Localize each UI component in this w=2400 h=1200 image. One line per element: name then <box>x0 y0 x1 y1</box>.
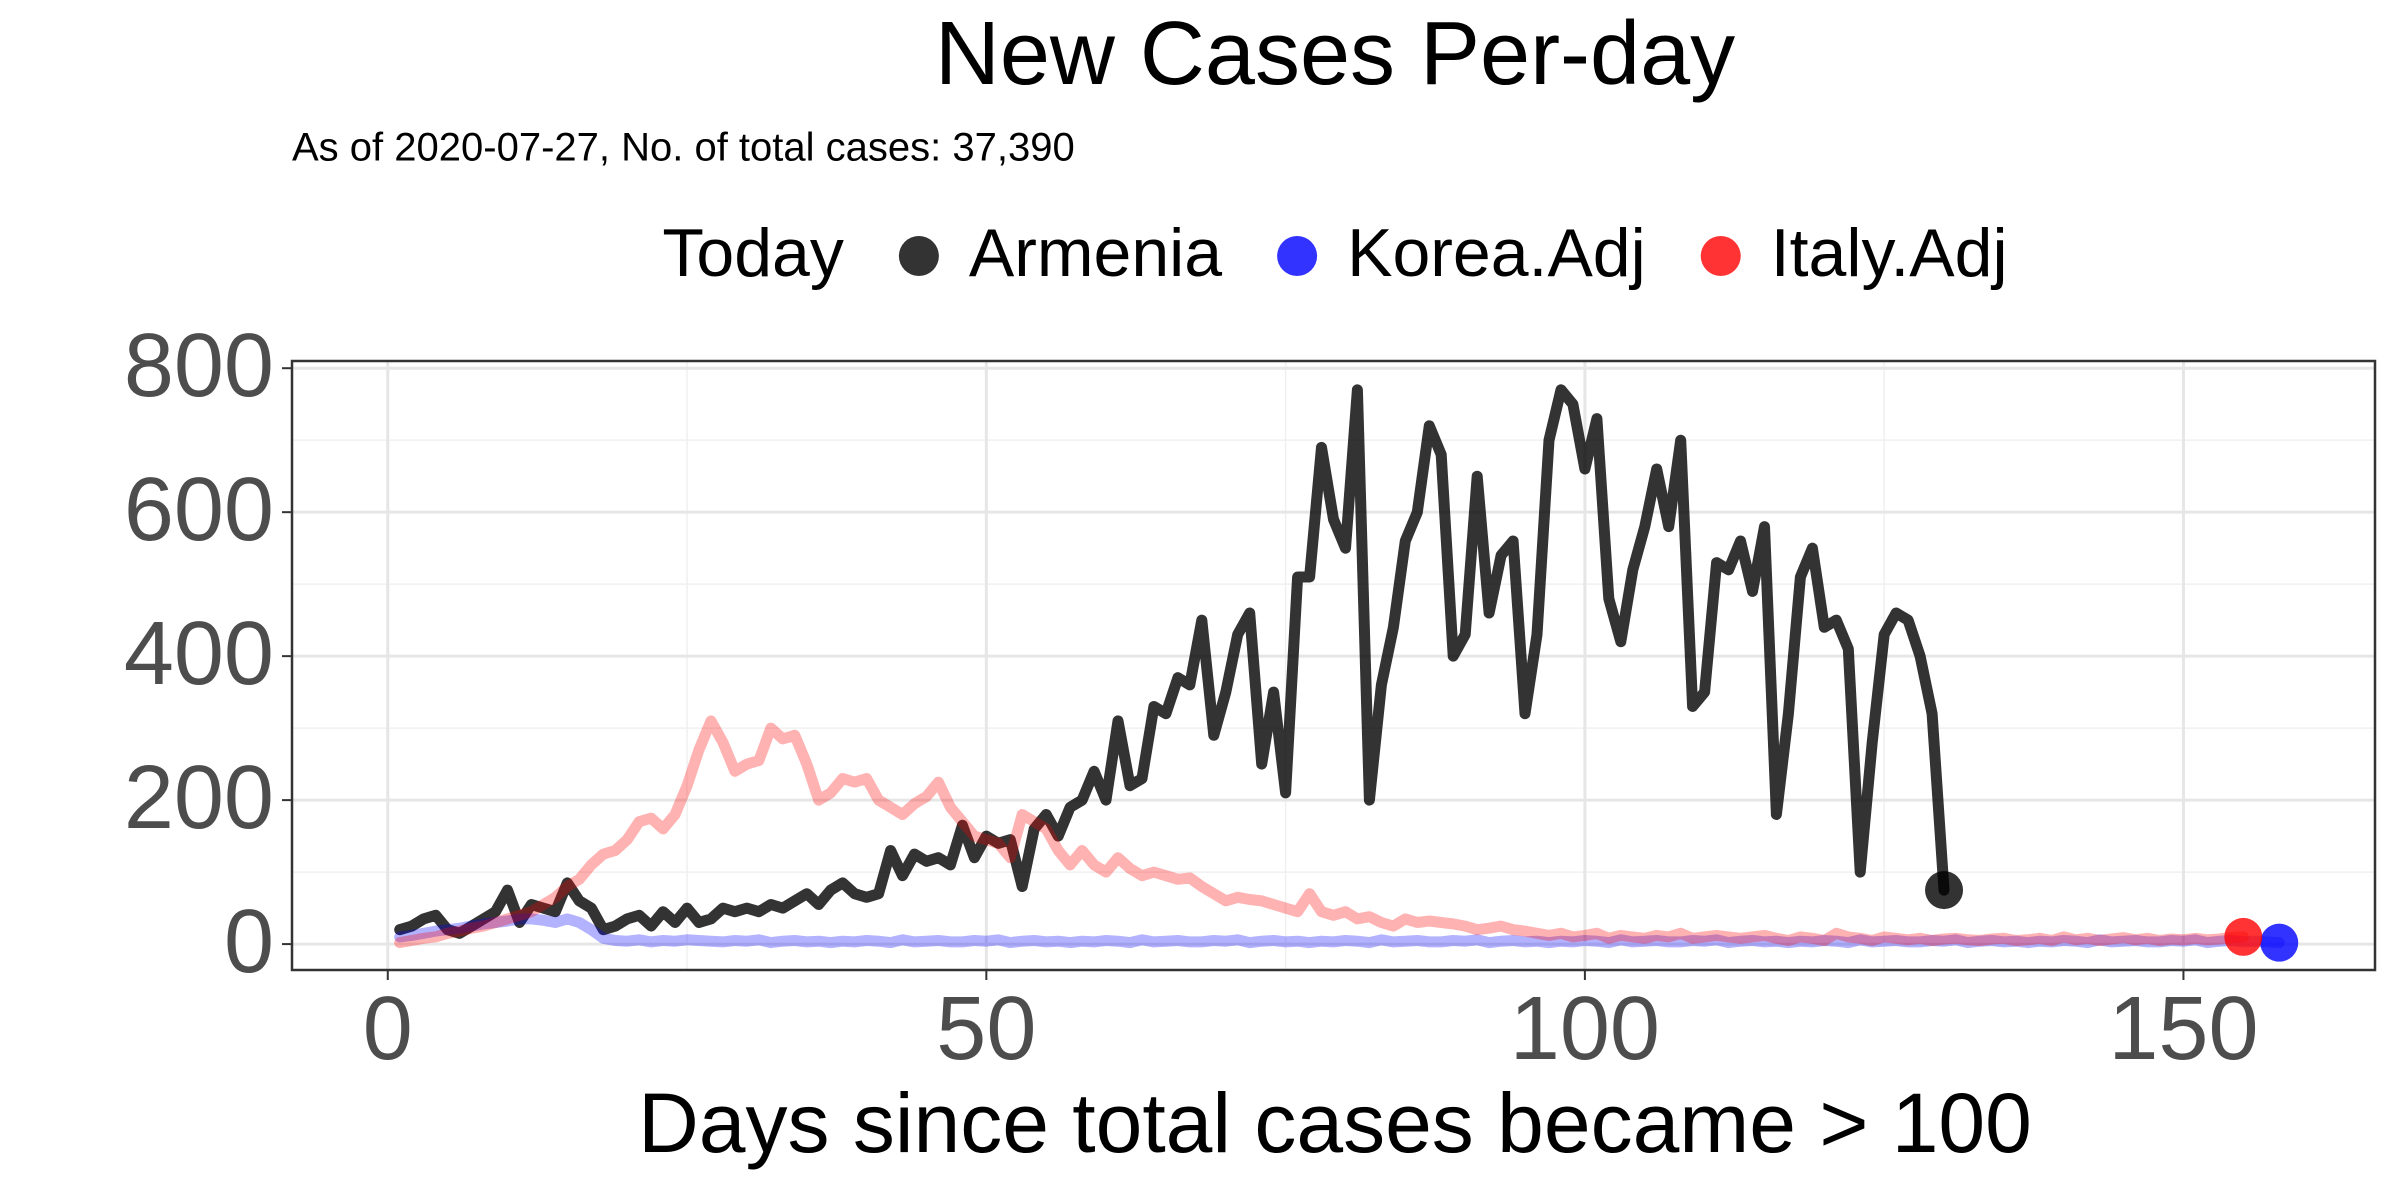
chart-subtitle: As of 2020-07-27, No. of total cases: 37… <box>292 126 1075 170</box>
legend: Today Armenia Korea.Adj Italy.Adj <box>662 215 2007 291</box>
x-tick-label: 150 <box>2108 979 2258 1079</box>
chart-title: New Cases Per-day <box>935 4 1735 104</box>
plot-background <box>292 361 2375 970</box>
legend-label: Armenia <box>969 215 1222 291</box>
series-line <box>394 384 1950 939</box>
y-tick-label: 0 <box>224 892 274 992</box>
x-tick-label: 50 <box>936 979 1036 1079</box>
legend-marker <box>1277 236 1318 276</box>
y-tick-label: 200 <box>124 748 274 848</box>
legend-label: Italy.Adj <box>1771 215 2008 291</box>
legend-marker <box>898 236 939 276</box>
series-line <box>394 715 2249 949</box>
y-tick-label: 400 <box>124 604 274 704</box>
today-point <box>2260 923 2299 962</box>
series-line <box>394 913 2285 949</box>
x-axis-title: Days since total cases became > 100 <box>638 1076 2032 1170</box>
legend-title: Today <box>662 215 843 291</box>
legend-label: Korea.Adj <box>1347 215 1646 291</box>
today-point <box>2224 917 2263 956</box>
y-tick-label: 600 <box>124 460 274 560</box>
plot-border <box>290 359 2377 972</box>
y-tick-label: 800 <box>124 316 274 416</box>
x-tick-label: 0 <box>363 979 413 1079</box>
x-tick-label: 100 <box>1510 979 1660 1079</box>
today-point <box>1925 871 1964 910</box>
legend-marker <box>1700 236 1741 276</box>
